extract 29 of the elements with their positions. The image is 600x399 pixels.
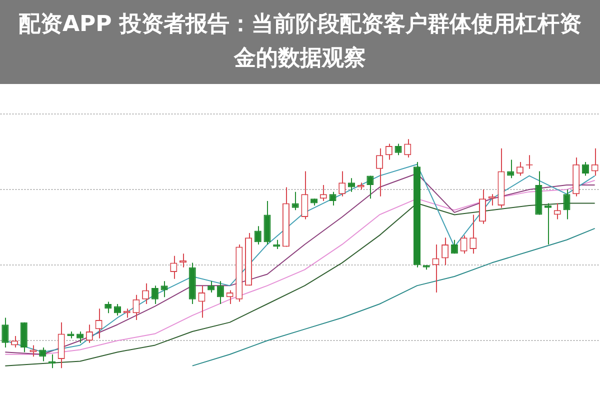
candlestick xyxy=(58,322,65,369)
candlestick xyxy=(442,237,449,266)
candlestick xyxy=(292,191,299,211)
chart-title: 配资APP 投资者报告：当前阶段配资客户群体使用杠杆资金的数据观察 xyxy=(18,10,582,73)
candlestick xyxy=(366,175,374,200)
candlestick xyxy=(544,202,552,245)
candlestick xyxy=(563,189,570,220)
candlestick xyxy=(132,294,140,321)
candlestick xyxy=(273,239,280,250)
candlestick xyxy=(104,301,112,314)
candlestick xyxy=(226,290,234,304)
candlestick xyxy=(180,253,187,268)
candlestick xyxy=(460,234,468,254)
candlestick xyxy=(507,159,514,179)
candlestick xyxy=(208,280,215,294)
candlestick xyxy=(320,184,327,202)
candlestick xyxy=(301,170,308,220)
candlestick xyxy=(20,322,28,353)
candlestick xyxy=(39,347,46,362)
candlestick xyxy=(479,189,486,224)
candlestick xyxy=(376,148,384,197)
candlestick xyxy=(11,336,18,348)
candlestick xyxy=(160,280,168,298)
candlestick xyxy=(48,354,56,369)
candlestick xyxy=(76,330,84,344)
candlestick xyxy=(554,202,561,220)
candlestick xyxy=(2,317,9,348)
candlestick xyxy=(348,178,355,192)
candlestick xyxy=(432,244,440,294)
